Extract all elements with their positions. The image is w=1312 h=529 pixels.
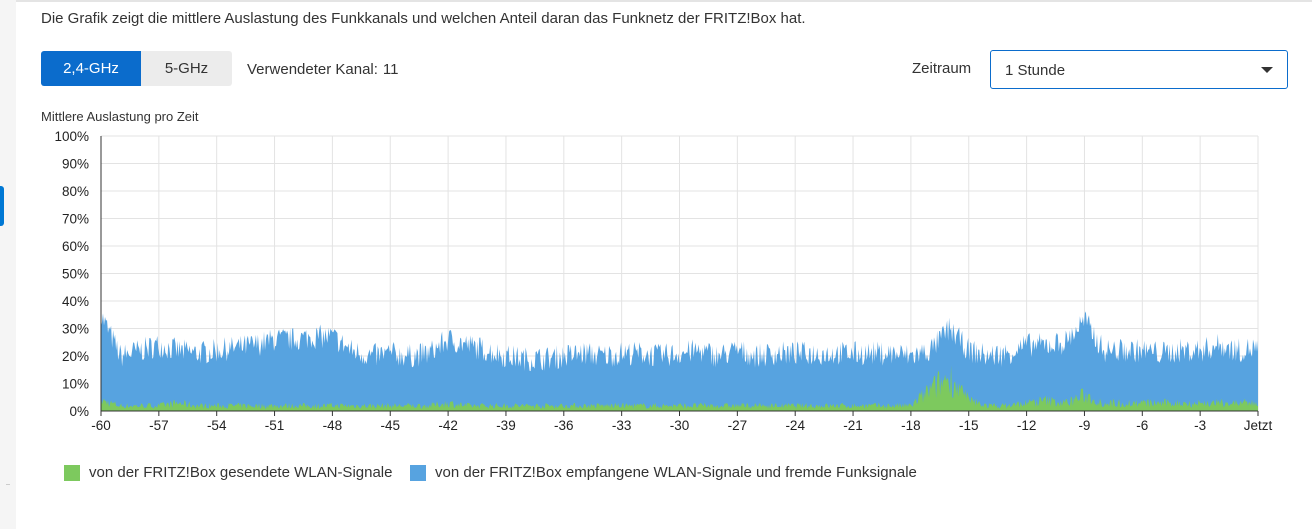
x-tick-label: -51 — [265, 418, 285, 433]
y-tick-label: 90% — [62, 157, 89, 172]
x-tick-label: -15 — [959, 418, 979, 433]
legend-swatch-received — [410, 464, 426, 481]
timeframe-select[interactable]: 1 Stunde — [990, 50, 1288, 89]
legend-swatch-sent — [64, 464, 80, 481]
x-tick-label: Jetzt — [1244, 418, 1273, 433]
legend-item-received: von der FRITZ!Box empfangene WLAN-Signal… — [410, 464, 917, 481]
x-tick-label: -27 — [728, 418, 748, 433]
legend-label-received: von der FRITZ!Box empfangene WLAN-Signal… — [435, 464, 917, 481]
x-tick-label: -21 — [843, 418, 863, 433]
page-description: Die Grafik zeigt die mittlere Auslastung… — [41, 10, 806, 27]
x-tick-label: -33 — [612, 418, 632, 433]
legend-item-sent: von der FRITZ!Box gesendete WLAN-Signale — [64, 464, 392, 481]
band-toggle: 2,4-GHz 5-GHz — [41, 51, 232, 86]
x-tick-label: -3 — [1194, 418, 1206, 433]
channel-info: Verwendeter Kanal: 11 — [247, 61, 399, 78]
y-tick-label: 70% — [62, 212, 89, 227]
left-rail — [0, 0, 16, 529]
x-tick-label: -54 — [207, 418, 227, 433]
sidebar-active-marker — [0, 186, 4, 226]
x-tick-label: -39 — [496, 418, 516, 433]
y-tick-label: 20% — [62, 349, 89, 364]
x-tick-label: -57 — [149, 418, 169, 433]
y-tick-label: 100% — [54, 129, 89, 144]
chevron-down-icon — [1261, 67, 1273, 73]
y-tick-label: 40% — [62, 294, 89, 309]
x-tick-label: -60 — [91, 418, 111, 433]
y-tick-label: 30% — [62, 322, 89, 337]
y-tick-label: 60% — [62, 239, 89, 254]
timeframe-label: Zeitraum — [912, 60, 972, 77]
chart-title: Mittlere Auslastung pro Zeit — [41, 109, 199, 124]
x-tick-label: -42 — [438, 418, 458, 433]
y-tick-label: 80% — [62, 184, 89, 199]
wlan-channel-panel: Die Grafik zeigt die mittlere Auslastung… — [16, 0, 1312, 529]
band-5ghz-button[interactable]: 5-GHz — [141, 51, 232, 86]
channel-value: 11 — [382, 61, 399, 78]
series-sent-area — [101, 365, 1258, 411]
x-tick-label: -36 — [554, 418, 574, 433]
x-tick-label: -9 — [1078, 418, 1090, 433]
x-tick-label: -18 — [901, 418, 921, 433]
x-tick-label: -30 — [670, 418, 690, 433]
x-tick-label: -12 — [1017, 418, 1037, 433]
legend-label-sent: von der FRITZ!Box gesendete WLAN-Signale — [89, 464, 393, 481]
x-tick-label: -24 — [785, 418, 805, 433]
timeframe-selected-value: 1 Stunde — [1005, 62, 1066, 79]
x-tick-label: -48 — [323, 418, 343, 433]
y-tick-label: 50% — [62, 267, 89, 282]
band-2-4ghz-button[interactable]: 2,4-GHz — [41, 51, 141, 86]
y-tick-label: 0% — [69, 404, 89, 419]
sidebar-divider — [6, 484, 10, 485]
y-tick-label: 10% — [62, 377, 89, 392]
x-tick-label: -6 — [1136, 418, 1148, 433]
x-tick-label: -45 — [380, 418, 400, 433]
utilization-chart: 0% 10% 20% 30% 40% 50% 60% 70% 80% 90% 100% -60 -57 -… — [54, 129, 1273, 433]
series-received-area — [101, 311, 1258, 411]
channel-label: Verwendeter Kanal: — [247, 61, 378, 78]
panel-top-border — [16, 0, 1312, 2]
